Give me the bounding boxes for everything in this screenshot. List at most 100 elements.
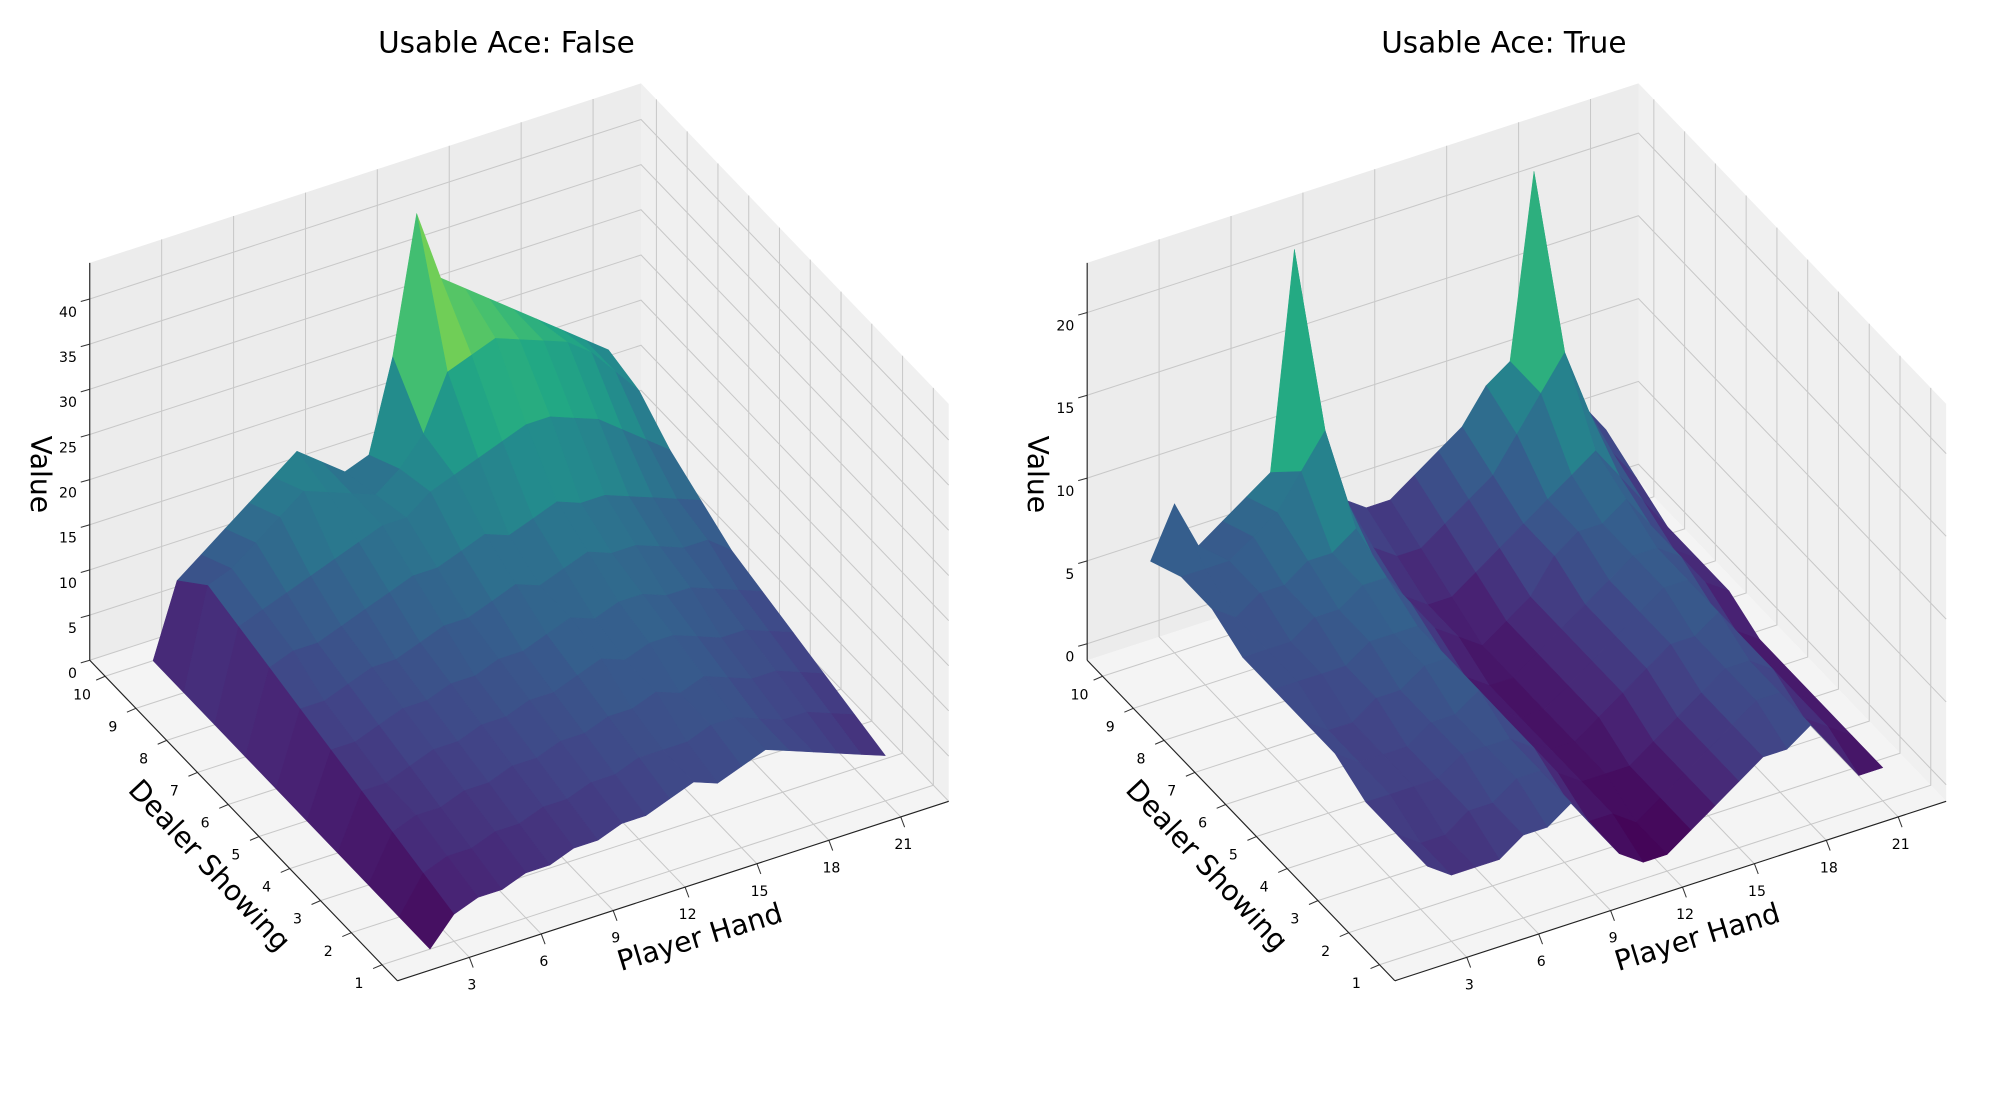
tick-mark xyxy=(1078,477,1088,482)
grid-line xyxy=(1087,132,1947,454)
tick-mark xyxy=(1078,643,1088,647)
y-tick-label: 2 xyxy=(324,944,333,960)
tick-mark xyxy=(1124,707,1134,713)
y-tick-label: 10 xyxy=(1071,687,1089,703)
tick-mark xyxy=(1339,932,1349,938)
tick-mark xyxy=(1216,804,1226,809)
y-tick-label: 4 xyxy=(1260,880,1269,896)
z-axis-label: Value xyxy=(1021,436,1054,513)
surface xyxy=(152,213,886,950)
surface xyxy=(1150,171,1884,876)
tick-mark xyxy=(80,614,90,619)
z-tick-label: 10 xyxy=(1056,484,1074,500)
y-tick-label: 4 xyxy=(262,880,271,896)
chart-title: Usable Ace: False xyxy=(378,26,635,60)
tick-mark xyxy=(1078,394,1088,399)
surface-panel: 36912151821123456789100510152025303540Us… xyxy=(24,26,950,993)
tick-mark xyxy=(1078,312,1088,316)
grid-line xyxy=(89,344,950,667)
tick-mark xyxy=(1247,836,1257,841)
tick-mark xyxy=(756,863,762,875)
z-tick-label: 30 xyxy=(59,395,77,411)
grid-line xyxy=(89,254,950,576)
z-tick-label: 5 xyxy=(68,621,77,637)
tick-mark xyxy=(80,298,90,303)
x-tick-label: 9 xyxy=(611,931,620,947)
grid-line xyxy=(89,118,950,441)
y-tick-label: 9 xyxy=(1106,719,1115,735)
z-tick-label: 20 xyxy=(59,486,77,502)
tick-mark xyxy=(1538,933,1544,945)
y-tick-label: 3 xyxy=(293,912,302,928)
y-tick-label: 1 xyxy=(1352,976,1361,992)
grid-line xyxy=(89,164,950,486)
x-axis-line xyxy=(1394,800,1947,982)
z-tick-label: 15 xyxy=(1056,401,1074,417)
x-axis-label: Player Hand xyxy=(613,896,786,978)
tick-mark xyxy=(468,957,474,968)
tick-mark xyxy=(1897,816,1903,828)
tick-mark xyxy=(1825,840,1831,851)
x-tick-label: 12 xyxy=(1676,907,1694,923)
x-tick-label: 21 xyxy=(1892,837,1910,853)
x-tick-label: 3 xyxy=(1465,977,1474,993)
tick-mark xyxy=(1185,771,1196,777)
x-tick-label: 18 xyxy=(822,860,840,876)
tick-mark xyxy=(1682,886,1687,898)
x-tick-label: 18 xyxy=(1820,860,1838,876)
tick-mark xyxy=(684,886,690,898)
x-tick-label: 9 xyxy=(1609,931,1618,947)
y-tick-label: 5 xyxy=(231,848,240,864)
y-tick-label: 5 xyxy=(1229,848,1238,864)
tick-mark xyxy=(80,343,90,348)
x-tick-label: 15 xyxy=(751,884,769,900)
tick-mark xyxy=(1308,900,1319,905)
z-tick-label: 15 xyxy=(59,531,77,547)
tick-mark xyxy=(1753,863,1759,875)
grid-line xyxy=(89,299,950,621)
tick-mark xyxy=(311,900,321,905)
z-axis-label: Value xyxy=(24,436,57,513)
tick-mark xyxy=(540,933,546,945)
y-tick-label: 8 xyxy=(1137,751,1146,767)
z-tick-label: 40 xyxy=(59,305,77,321)
tick-mark xyxy=(188,771,198,777)
tick-mark xyxy=(80,659,90,664)
tick-mark xyxy=(219,804,229,809)
tick-mark xyxy=(80,433,90,438)
y-tick-label: 7 xyxy=(1167,784,1176,800)
y-tick-label: 9 xyxy=(108,719,117,735)
y-axis-line xyxy=(89,659,398,982)
y-tick-label: 10 xyxy=(73,687,91,703)
tick-mark xyxy=(80,524,90,528)
tick-mark xyxy=(1093,675,1103,681)
y-tick-label: 3 xyxy=(1290,912,1299,928)
tick-mark xyxy=(372,964,383,970)
z-tick-label: 10 xyxy=(59,576,77,592)
grid-line xyxy=(1087,298,1947,620)
surface-cell xyxy=(1396,833,1452,876)
y-axis-line xyxy=(1086,659,1396,982)
x-tick-label: 12 xyxy=(679,907,697,923)
z-tick-label: 25 xyxy=(59,440,77,456)
x-tick-label: 15 xyxy=(1748,884,1766,900)
tick-mark xyxy=(900,816,906,828)
grid-line xyxy=(1087,215,1947,537)
tick-mark xyxy=(1154,739,1165,745)
y-tick-label: 2 xyxy=(1321,944,1330,960)
tick-mark xyxy=(1278,868,1288,873)
y-tick-label: 7 xyxy=(170,784,179,800)
tick-mark xyxy=(1370,964,1380,970)
x-tick-label: 6 xyxy=(1537,954,1546,970)
tick-mark xyxy=(612,910,618,921)
x-axis-line xyxy=(397,800,949,982)
y-tick-label: 1 xyxy=(354,976,363,992)
grid-line xyxy=(89,209,950,531)
z-tick-label: 5 xyxy=(1065,567,1074,583)
tick-mark xyxy=(1466,957,1472,968)
surface-cell xyxy=(398,872,455,950)
x-axis-label: Player Hand xyxy=(1611,896,1784,978)
